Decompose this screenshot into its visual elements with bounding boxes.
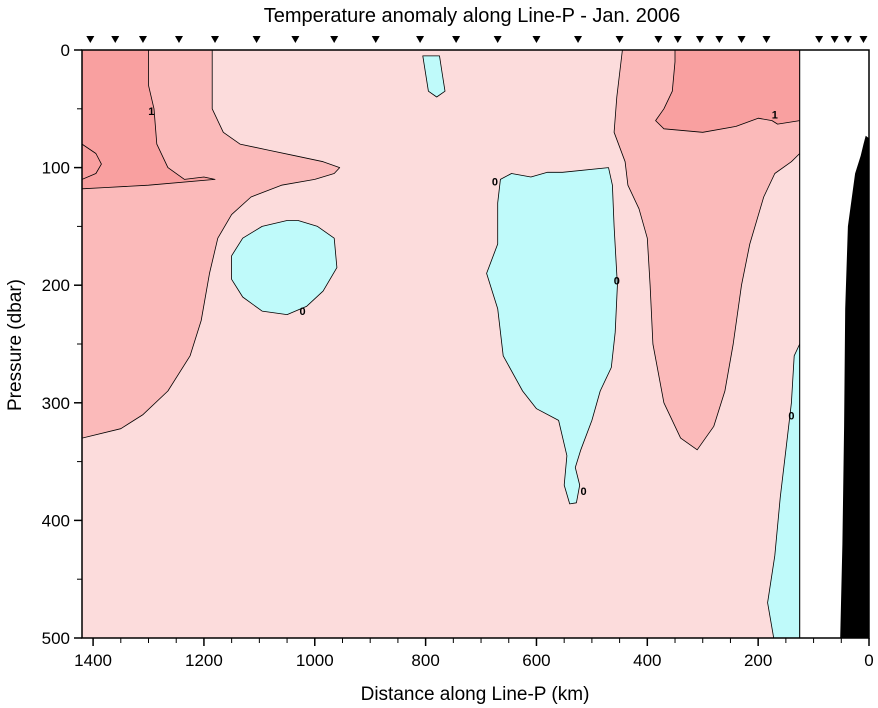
station-marker — [291, 36, 300, 43]
station-marker — [532, 36, 541, 43]
contour-region-above-two-3 — [82, 143, 102, 180]
contour-region-negative-9 — [767, 343, 801, 638]
contour-region-above-two-2 — [82, 50, 216, 190]
station-marker — [737, 36, 746, 43]
station-marker — [416, 36, 425, 43]
y-tick-label: 100 — [42, 159, 70, 178]
contour-region-negative-8 — [231, 220, 338, 316]
station-marker — [86, 36, 95, 43]
contour-label: 0 — [492, 177, 498, 189]
x-axis-title: Distance along Line-P (km) — [361, 684, 590, 705]
station-marker — [252, 36, 261, 43]
y-axis-title: Pressure (dbar) — [5, 279, 26, 411]
station-marker — [830, 36, 839, 43]
station-marker — [138, 36, 147, 43]
contour-label: 1 — [772, 110, 778, 122]
chart-title: Temperature anomaly along Line-P - Jan. … — [264, 5, 681, 27]
station-marker — [673, 36, 682, 43]
station-marker — [174, 36, 183, 43]
station-marker — [493, 36, 502, 43]
station-marker — [695, 36, 704, 43]
station-marker — [715, 36, 724, 43]
x-tick-label: 600 — [522, 651, 550, 670]
contour-region-zero-to-one-0 — [82, 50, 801, 638]
contour-region-one-to-two-4 — [613, 50, 801, 451]
station-marker — [330, 36, 339, 43]
x-tick-label: 200 — [744, 651, 772, 670]
station-marker — [574, 36, 583, 43]
contour-region-negative-6 — [422, 55, 446, 98]
x-tick-label: 1400 — [74, 651, 112, 670]
x-tick-label: 400 — [633, 651, 661, 670]
contour-region-above-two-5 — [655, 50, 801, 133]
contour-labels: 1 1 0 0 0 0 0 — [148, 106, 794, 498]
station-marker — [615, 36, 624, 43]
station-marker — [452, 36, 461, 43]
station-marker — [654, 36, 663, 43]
station-marker — [762, 36, 771, 43]
contour-region-bathymetry-11 — [840, 135, 869, 638]
contour-region-negative-7 — [486, 167, 618, 505]
y-tick-label: 300 — [42, 394, 70, 413]
station-marker — [211, 36, 220, 43]
station-marker — [815, 36, 824, 43]
x-tick-label: 800 — [411, 651, 439, 670]
contour-label: 1 — [148, 106, 154, 118]
station-marker — [111, 36, 120, 43]
station-marker — [371, 36, 380, 43]
x-tick-label: 1200 — [185, 651, 223, 670]
contour-fills — [82, 50, 869, 638]
y-tick-label: 200 — [42, 276, 70, 295]
contour-label: 0 — [614, 275, 620, 287]
x-tick-label: 1000 — [296, 651, 334, 670]
station-marker — [859, 36, 868, 43]
y-tick-label: 500 — [42, 629, 70, 648]
contour-label: 0 — [581, 486, 587, 498]
station-marker — [843, 36, 852, 43]
contour-label: 0 — [300, 306, 306, 318]
x-tick-label: 0 — [864, 651, 873, 670]
contour-label: 0 — [788, 411, 794, 423]
x-axis: 1400 1200 1000 800 600 400 200 0 — [74, 638, 874, 670]
y-tick-label: 400 — [42, 511, 70, 530]
y-axis: 0 100 200 300 400 500 — [42, 41, 82, 648]
y-tick-label: 0 — [61, 41, 70, 60]
station-markers — [86, 36, 868, 43]
